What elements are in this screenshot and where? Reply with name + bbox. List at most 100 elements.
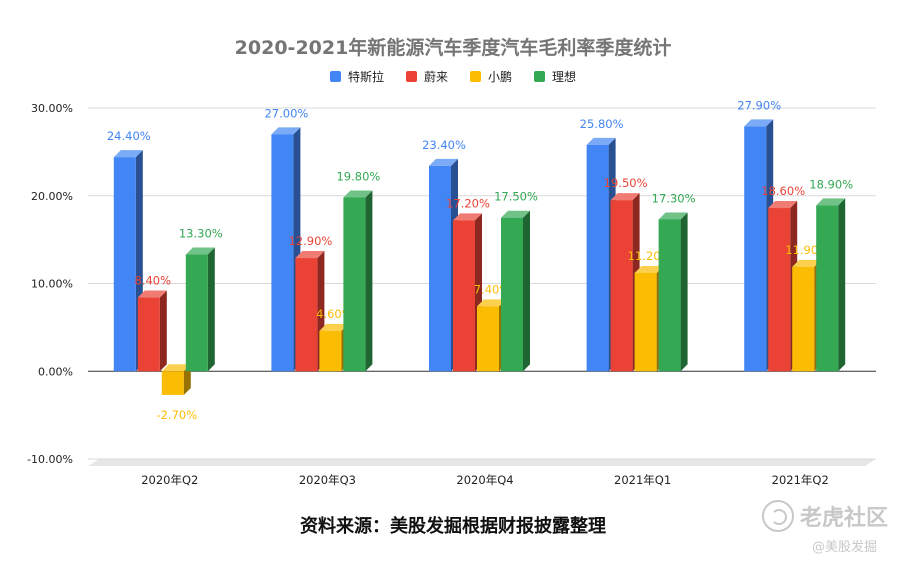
bar-front xyxy=(634,272,657,372)
x-tick-label: 2021年Q1 xyxy=(614,473,671,487)
bar-top xyxy=(816,198,846,206)
tiger-community-logo-icon xyxy=(762,500,794,532)
legend-label-xpeng: 小鹏 xyxy=(488,70,513,84)
bar-top xyxy=(343,190,373,198)
chart-floor xyxy=(88,459,876,466)
bar-front xyxy=(343,197,366,372)
data-label: 18.60% xyxy=(761,184,805,198)
bar-top xyxy=(319,323,349,331)
bar xyxy=(113,150,143,372)
data-label: 19.50% xyxy=(604,176,648,190)
bar-top xyxy=(634,265,664,273)
bar-side xyxy=(365,190,373,372)
bar-top xyxy=(768,201,798,209)
legend-item-xpeng: 小鹏 xyxy=(470,68,512,85)
data-label: 24.40% xyxy=(107,129,151,143)
bar-front xyxy=(501,217,523,372)
bar-side xyxy=(207,247,215,372)
bar-side xyxy=(680,212,688,372)
data-label: 17.20% xyxy=(446,196,490,210)
bar-front xyxy=(658,219,681,372)
bar-front xyxy=(185,254,208,372)
bar-top xyxy=(453,213,482,221)
bar-top xyxy=(792,259,822,267)
bar-front xyxy=(271,134,294,372)
data-label: 17.50% xyxy=(494,190,538,204)
bar-front xyxy=(429,165,451,372)
y-tick-label: 10.00% xyxy=(31,278,73,291)
bar-front xyxy=(744,126,767,372)
y-tick-label: 0.00% xyxy=(38,365,73,378)
data-label: 12.90% xyxy=(288,234,332,248)
bar-top xyxy=(429,158,458,166)
bar-front xyxy=(161,371,184,395)
data-label: 8.40% xyxy=(135,274,172,288)
data-label: 17.30% xyxy=(652,191,696,205)
bar xyxy=(343,190,373,372)
legend-label-li: 理想 xyxy=(552,70,577,84)
bar-front xyxy=(477,306,499,372)
watermark-main-text: 老虎社区 xyxy=(800,506,889,531)
data-label: 25.80% xyxy=(580,117,624,131)
y-tick-label: 20.00% xyxy=(31,190,73,203)
chart-title: 2020-2021年新能源汽车季度汽车毛利率季度统计 xyxy=(234,37,672,59)
data-label: 19.80% xyxy=(336,170,380,184)
bar xyxy=(501,210,530,372)
bar-side xyxy=(523,210,530,372)
legend-item-li: 理想 xyxy=(534,68,576,85)
legend-swatch-li xyxy=(534,71,546,82)
x-tick-label: 2020年Q2 xyxy=(141,473,198,487)
bar-top xyxy=(586,137,616,145)
bar xyxy=(658,212,688,372)
data-label: 27.00% xyxy=(264,106,308,120)
bar xyxy=(137,290,167,372)
y-tick-label: -10.00% xyxy=(27,453,73,466)
data-label: 27.90% xyxy=(737,98,781,112)
x-tick-label: 2020年Q4 xyxy=(456,473,513,487)
bar-top xyxy=(271,127,301,135)
bar-top xyxy=(185,247,215,255)
bar-top xyxy=(501,210,530,218)
bar-front xyxy=(610,200,633,372)
bar-top xyxy=(113,150,143,158)
bar-top xyxy=(658,212,688,220)
bar-front xyxy=(792,266,815,372)
bar-front xyxy=(586,144,609,372)
bar-front xyxy=(816,205,839,372)
bar-front xyxy=(113,157,136,372)
legend-label-tesla: 特斯拉 xyxy=(347,70,384,84)
bar-top xyxy=(161,364,191,372)
legend-item-nio: 蔚来 xyxy=(405,68,448,85)
data-label: 23.40% xyxy=(422,138,466,152)
bar-top xyxy=(295,251,325,259)
bar xyxy=(816,198,846,372)
legend-swatch-nio xyxy=(405,71,417,82)
legend-item-tesla: 特斯拉 xyxy=(329,68,384,85)
data-label: 18.90% xyxy=(809,177,853,191)
bar-side xyxy=(838,198,846,372)
x-tick-label: 2020年Q3 xyxy=(299,473,356,487)
bar-front xyxy=(137,297,160,372)
data-label: -2.70% xyxy=(156,408,197,422)
bar-top xyxy=(610,193,640,201)
bar-front xyxy=(768,208,791,372)
watermark-sub-text: @美股发掘 xyxy=(812,540,878,555)
legend: 特斯拉 蔚来 小鹏 理想 xyxy=(0,68,906,85)
bar-top xyxy=(137,290,167,298)
legend-swatch-tesla xyxy=(329,71,341,82)
bar xyxy=(185,247,215,372)
legend-swatch-xpeng xyxy=(470,71,481,82)
bar-side xyxy=(159,290,167,372)
watermark: 老虎社区 xyxy=(762,500,888,532)
source-note: 资料来源：美股发掘根据财报披露整理 xyxy=(300,516,606,537)
bar-front xyxy=(453,220,475,372)
bar xyxy=(453,213,482,372)
bar-top xyxy=(744,119,774,127)
legend-label-nio: 蔚来 xyxy=(423,70,448,84)
bar-top xyxy=(477,299,506,307)
bar xyxy=(161,364,191,395)
x-tick-label: 2021年Q2 xyxy=(772,473,829,487)
data-label: 13.30% xyxy=(179,227,223,241)
bar-front xyxy=(319,330,342,372)
